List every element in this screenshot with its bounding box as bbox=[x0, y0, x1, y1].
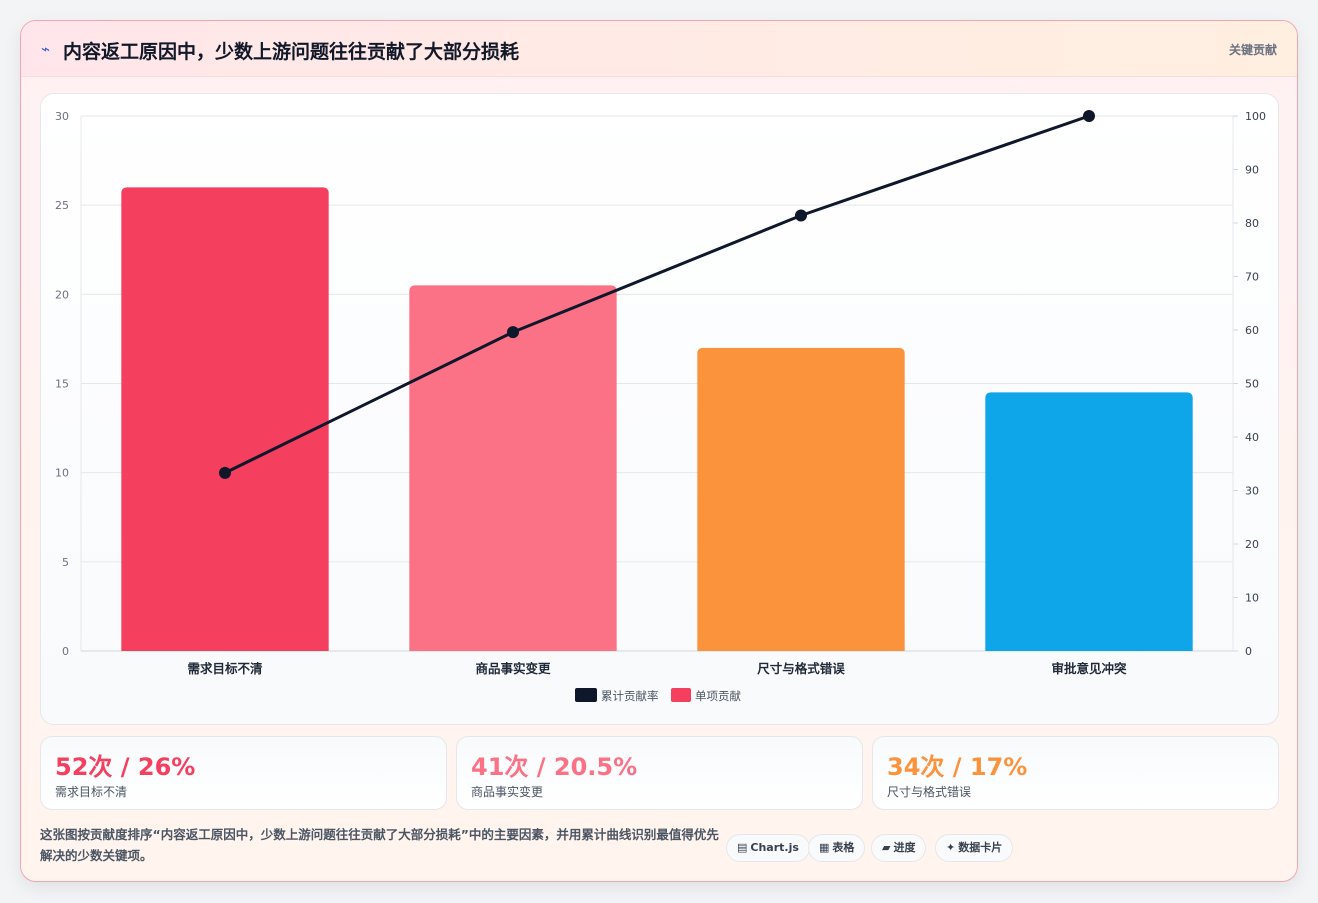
legend-label: 累计贡献率 bbox=[601, 689, 659, 703]
table-icon: ▦ bbox=[819, 841, 830, 854]
chip-label: Chart.js bbox=[750, 841, 799, 854]
chip-table[interactable]: ▦ 表格 bbox=[808, 834, 866, 862]
page-title: 内容返工原因中，少数上游问题往往贡献了大部分损耗 bbox=[63, 41, 520, 63]
card-header: ⌁ 内容返工原因中，少数上游问题往往贡献了大部分损耗 关键贡献 bbox=[21, 21, 1297, 77]
stat-value: 52次 / 26% bbox=[55, 753, 196, 781]
cumulative-point bbox=[1083, 110, 1095, 122]
bar bbox=[985, 392, 1193, 651]
cumulative-line bbox=[224, 114, 1090, 475]
bar bbox=[409, 285, 617, 651]
stat-value: 34次 / 17% bbox=[887, 753, 1028, 781]
y-right-tick-label: 30 bbox=[1245, 485, 1259, 498]
sparkle-icon: ✦ bbox=[946, 841, 956, 854]
cumulative-point bbox=[507, 326, 519, 339]
y-right-tick-label: 0 bbox=[1245, 645, 1252, 658]
chart-description: 这张图按贡献度排序“内容返工原因中，少数上游问题往往贡献了大部分损耗”中的主要因… bbox=[40, 827, 719, 863]
progress-icon: ▰ bbox=[882, 841, 891, 854]
y-right-tick-label: 50 bbox=[1245, 378, 1259, 391]
x-category-label: 需求目标不清 bbox=[187, 661, 263, 676]
chip-progress[interactable]: ▰ 进度 bbox=[871, 834, 927, 862]
y-right-tick-label: 90 bbox=[1245, 164, 1259, 177]
y-left-tick-label: 15 bbox=[55, 378, 69, 391]
y-right-tick-label: 70 bbox=[1245, 271, 1259, 284]
stat-label: 尺寸与格式错误 bbox=[887, 785, 972, 799]
x-category-label: 尺寸与格式错误 bbox=[757, 661, 845, 676]
chart-icon: ▤ bbox=[737, 841, 748, 854]
y-left-tick-label: 20 bbox=[55, 288, 69, 301]
chip-label: 表格 bbox=[832, 841, 855, 854]
y-left-tick-label: 10 bbox=[55, 467, 69, 480]
y-right-tick-label: 80 bbox=[1245, 217, 1259, 230]
y-left-tick-label: 30 bbox=[55, 110, 69, 123]
stat-card-0: 52次 / 26% 需求目标不清 bbox=[40, 736, 447, 810]
x-category-label: 审批意见冲突 bbox=[1051, 661, 1127, 676]
chart-panel: 0 5 10 15 20 25 30 0 10 20 30 40 50 60 70 80 90 100 需求目标不清… bbox=[40, 93, 1279, 725]
stat-card-1: 41次 / 20.5% 商品事实变更 bbox=[456, 736, 863, 810]
y-right-tick-label: 100 bbox=[1245, 110, 1266, 123]
stat-card-2: 34次 / 17% 尺寸与格式错误 bbox=[872, 736, 1279, 810]
chip-chartjs[interactable]: ▤ Chart.js bbox=[726, 834, 810, 862]
pareto-chart: 0 5 10 15 20 25 30 0 10 20 30 40 50 60 70 80 90 100 需求目标不清… bbox=[55, 110, 1266, 703]
x-category-label: 商品事实变更 bbox=[475, 661, 551, 676]
chip-label: 数据卡片 bbox=[958, 841, 1003, 854]
stat-value: 41次 / 20.5% bbox=[471, 753, 638, 781]
y-right-tick-label: 20 bbox=[1245, 538, 1259, 551]
key-contribution-badge: 关键贡献 bbox=[1228, 43, 1277, 57]
y-left-tick-label: 0 bbox=[62, 645, 69, 658]
lightning-icon: ⌁ bbox=[41, 40, 51, 58]
legend-swatch-cumulative bbox=[575, 688, 597, 702]
stat-label: 商品事实变更 bbox=[471, 785, 544, 799]
y-right-tick-label: 40 bbox=[1245, 431, 1259, 444]
chip-label: 进度 bbox=[893, 841, 916, 854]
cumulative-point bbox=[795, 209, 807, 222]
cumulative-point bbox=[219, 466, 231, 479]
y-left-tick-label: 25 bbox=[55, 199, 69, 212]
chip-data-cards[interactable]: ✦ 数据卡片 bbox=[935, 834, 1014, 862]
chart-card: ⌁ 内容返工原因中，少数上游问题往往贡献了大部分损耗 关键贡献 0 5 10 15 20… bbox=[20, 20, 1298, 882]
stat-label: 需求目标不清 bbox=[55, 785, 128, 799]
y-right-tick-label: 10 bbox=[1245, 592, 1259, 605]
legend-label: 单项贡献 bbox=[695, 689, 741, 703]
bar bbox=[697, 347, 905, 651]
y-left-tick-label: 5 bbox=[62, 556, 69, 569]
y-right-tick-label: 60 bbox=[1245, 324, 1259, 337]
legend-swatch-bar bbox=[671, 688, 691, 702]
bar bbox=[121, 187, 329, 651]
